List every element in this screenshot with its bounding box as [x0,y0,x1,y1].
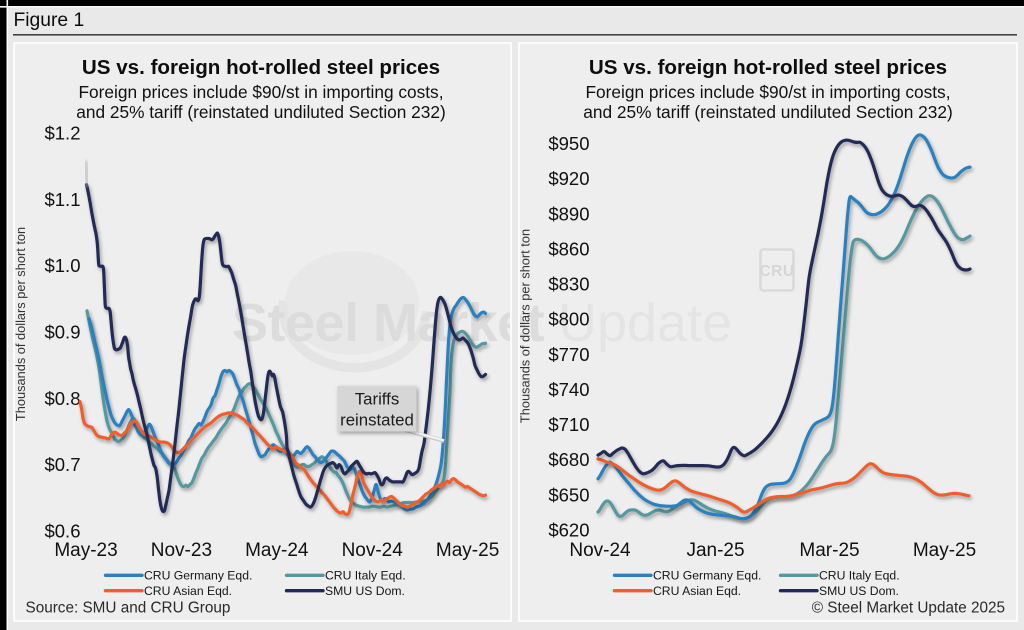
svg-text:$0.8: $0.8 [44,388,80,409]
svg-text:CRU Germany Eqd.: CRU Germany Eqd. [653,569,761,583]
svg-text:$620: $620 [548,520,589,541]
svg-text:CRU Italy Eqd.: CRU Italy Eqd. [325,569,406,583]
svg-text:CRU: CRU [759,263,794,280]
svg-text:© Steel Market Update 2025: © Steel Market Update 2025 [812,599,1005,616]
svg-text:$1.2: $1.2 [44,123,80,144]
svg-text:CRU Germany Eqd.: CRU Germany Eqd. [144,569,252,583]
svg-text:Thousands of dollars per short: Thousands of dollars per short ton [13,227,28,421]
svg-text:May-25: May-25 [436,540,499,561]
svg-text:$830: $830 [548,274,589,295]
svg-text:CRU Asian Eqd.: CRU Asian Eqd. [144,584,232,598]
svg-text:$680: $680 [548,449,589,470]
svg-text:Foreign prices include $90/st: Foreign prices include $90/st in importi… [79,82,444,102]
svg-text:$0.7: $0.7 [44,454,80,475]
svg-text:$950: $950 [548,133,589,154]
svg-text:$800: $800 [548,309,589,330]
svg-text:$650: $650 [548,484,589,505]
svg-text:SMU US Dom.: SMU US Dom. [325,584,405,598]
svg-text:$1.1: $1.1 [44,189,80,210]
svg-text:CRU Asian Eqd.: CRU Asian Eqd. [653,584,741,598]
svg-text:Update: Update [558,293,732,353]
svg-text:May-23: May-23 [54,540,117,561]
svg-text:US vs. foreign hot-rolled stee: US vs. foreign hot-rolled steel prices [589,56,947,79]
svg-text:Jan-25: Jan-25 [686,540,744,561]
svg-text:US vs. foreign hot-rolled stee: US vs. foreign hot-rolled steel prices [82,56,440,79]
svg-text:and 25% tariff (reinstated und: and 25% tariff (reinstated undiluted Sec… [76,102,446,122]
svg-text:Foreign prices include $90/st: Foreign prices include $90/st in importi… [586,82,951,102]
svg-text:Nov-24: Nov-24 [569,540,631,561]
svg-text:reinstated: reinstated [340,411,414,430]
svg-text:Steel Market: Steel Market [232,293,545,353]
svg-text:CRU Italy Eqd.: CRU Italy Eqd. [819,569,900,583]
svg-text:May-25: May-25 [913,540,976,561]
svg-text:$770: $770 [548,344,589,365]
svg-text:$710: $710 [548,414,589,435]
svg-text:$1.0: $1.0 [44,255,80,276]
svg-text:$740: $740 [548,379,589,400]
svg-text:Tariffs: Tariffs [355,390,399,409]
svg-text:$0.9: $0.9 [44,322,80,343]
svg-text:Source: SMU and CRU Group: Source: SMU and CRU Group [26,599,231,616]
svg-text:May-24: May-24 [245,540,309,561]
svg-text:$890: $890 [548,203,589,224]
svg-text:Mar-25: Mar-25 [799,540,859,561]
svg-text:Figure 1: Figure 1 [14,10,85,31]
svg-text:Nov-23: Nov-23 [151,540,212,561]
svg-text:$0.6: $0.6 [44,521,80,542]
svg-text:$860: $860 [548,239,589,260]
svg-text:Thousands of dollars per short: Thousands of dollars per short ton [518,229,533,423]
svg-text:and 25% tariff (reinstated und: and 25% tariff (reinstated undiluted Sec… [583,102,953,122]
svg-text:$920: $920 [548,168,589,189]
svg-text:SMU US Dom.: SMU US Dom. [819,584,899,598]
svg-text:Nov-24: Nov-24 [342,540,404,561]
